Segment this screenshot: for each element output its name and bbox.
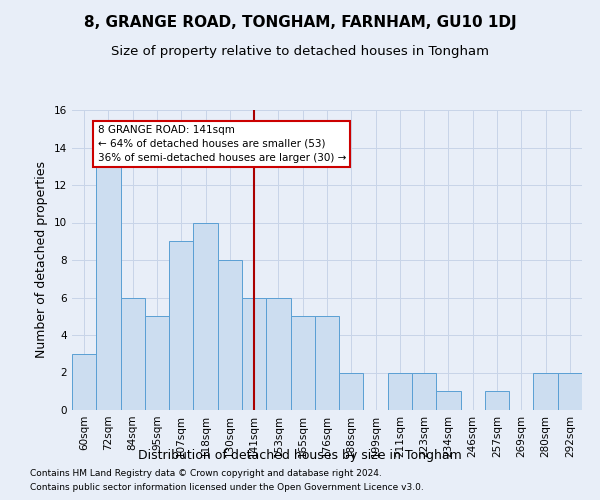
Bar	[290, 316, 315, 410]
Text: Size of property relative to detached houses in Tongham: Size of property relative to detached ho…	[111, 45, 489, 58]
Bar	[218, 260, 242, 410]
Bar	[485, 391, 509, 410]
Y-axis label: Number of detached properties: Number of detached properties	[35, 162, 49, 358]
Bar	[121, 298, 145, 410]
Bar	[145, 316, 169, 410]
Bar	[339, 372, 364, 410]
Bar	[388, 372, 412, 410]
Bar	[72, 354, 96, 410]
Text: 8 GRANGE ROAD: 141sqm
← 64% of detached houses are smaller (53)
36% of semi-deta: 8 GRANGE ROAD: 141sqm ← 64% of detached …	[97, 125, 346, 163]
Text: Distribution of detached houses by size in Tongham: Distribution of detached houses by size …	[138, 448, 462, 462]
Text: Contains HM Land Registry data © Crown copyright and database right 2024.: Contains HM Land Registry data © Crown c…	[30, 468, 382, 477]
Bar	[436, 391, 461, 410]
Text: Contains public sector information licensed under the Open Government Licence v3: Contains public sector information licen…	[30, 484, 424, 492]
Bar	[169, 242, 193, 410]
Bar	[558, 372, 582, 410]
Bar	[193, 222, 218, 410]
Bar	[266, 298, 290, 410]
Bar	[96, 166, 121, 410]
Bar	[533, 372, 558, 410]
Bar	[242, 298, 266, 410]
Bar	[412, 372, 436, 410]
Bar	[315, 316, 339, 410]
Text: 8, GRANGE ROAD, TONGHAM, FARNHAM, GU10 1DJ: 8, GRANGE ROAD, TONGHAM, FARNHAM, GU10 1…	[83, 15, 517, 30]
